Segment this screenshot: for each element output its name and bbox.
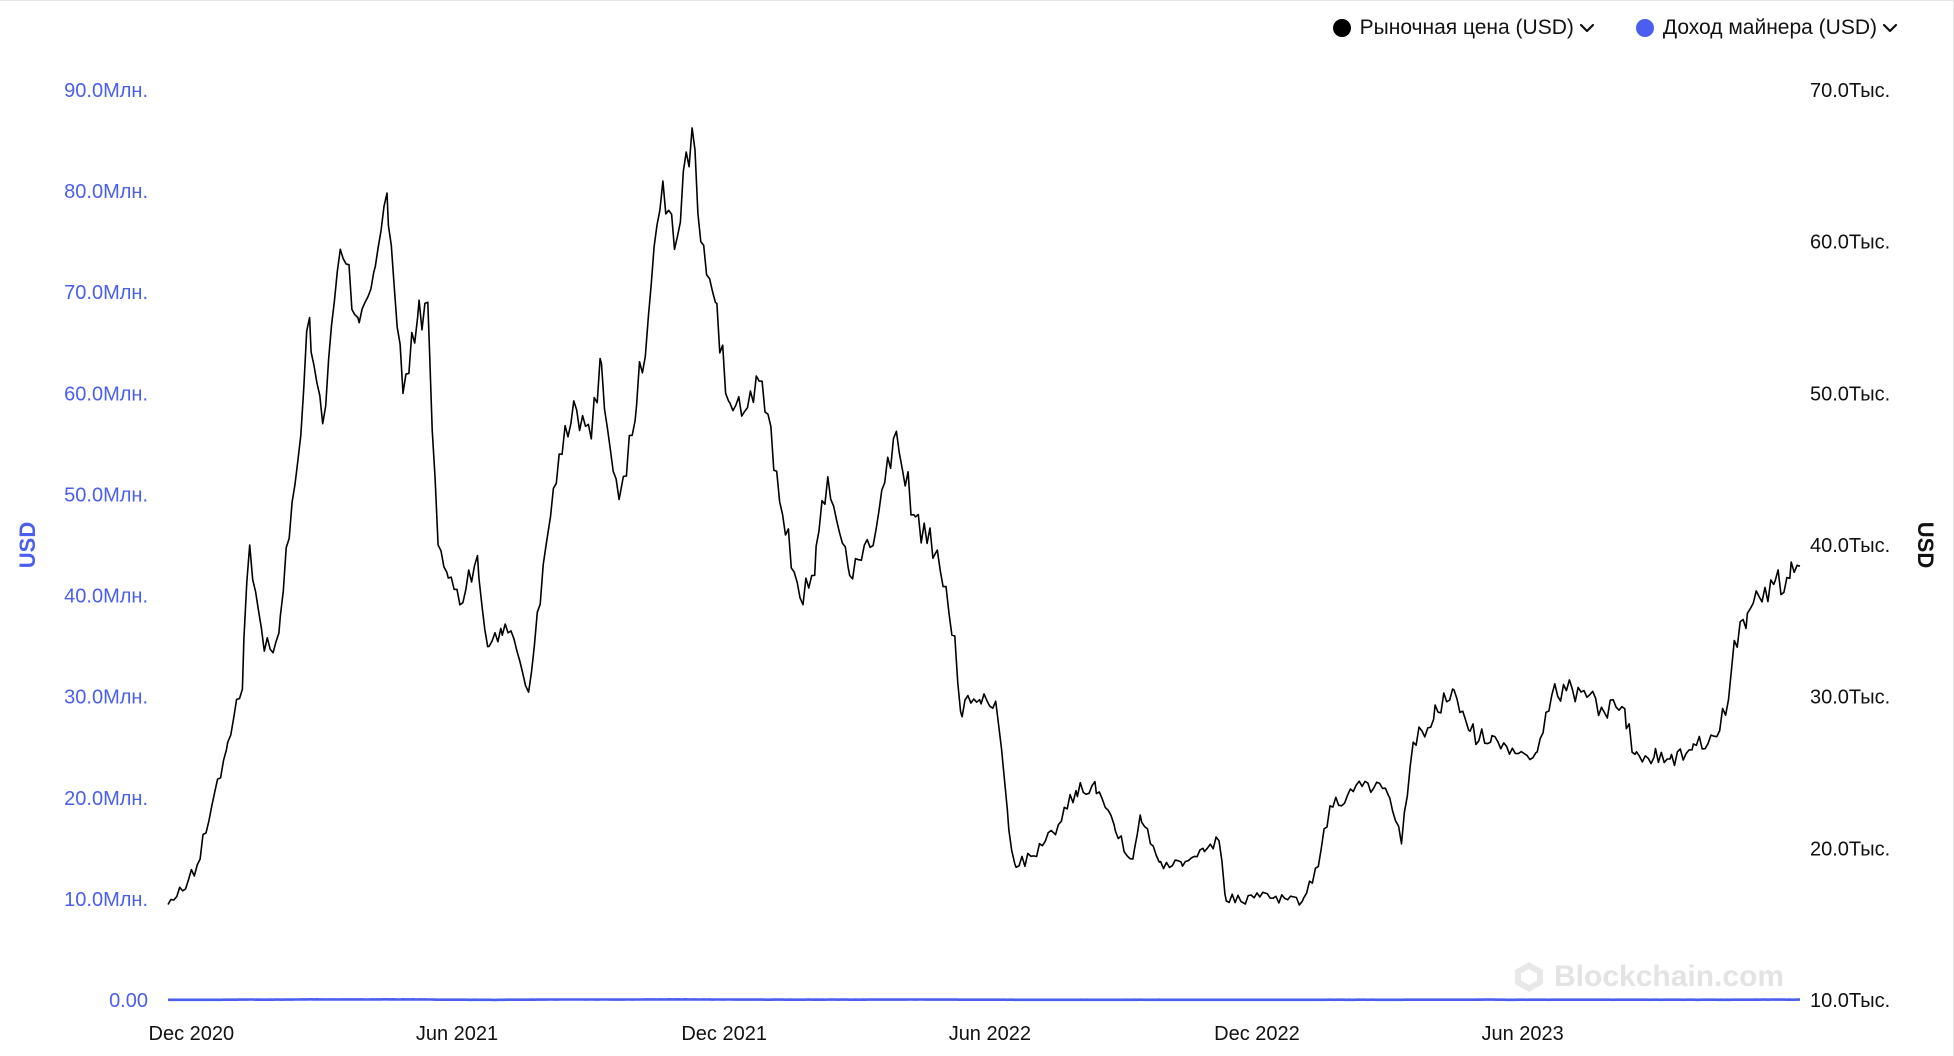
left-axis-tick-label: 70.0Млн.	[64, 282, 148, 304]
right-axis: 10.0Тыс. 20.0Тыс. 30.0Тыс. 40.0Тыс. 50.0Тыс.…	[1810, 80, 1890, 1012]
revenue-series-dot-icon	[1635, 19, 1654, 37]
legend-item-price[interactable]: Рыночная цена (USD)	[1332, 16, 1596, 40]
series-layer	[167, 127, 1801, 1002]
right-axis-tick-label: 30.0Тыс.	[1810, 687, 1890, 709]
x-axis-tick-label: Dec 2020	[149, 1023, 235, 1045]
left-axis-tick-label: 0.00	[109, 990, 148, 1012]
left-axis-tick-label: 20.0Млн.	[64, 788, 148, 810]
left-axis-tick-label: 80.0Млн.	[64, 181, 148, 203]
right-axis-tick-label: 10.0Тыс.	[1810, 990, 1890, 1012]
left-axis-tick-label: 50.0Млн.	[64, 484, 148, 506]
series-line-market-price	[167, 127, 1801, 906]
x-axis-tick-label: Jun 2021	[416, 1023, 498, 1045]
right-axis-title: USD	[1913, 522, 1938, 568]
watermark-text: Blockchain.com	[1554, 960, 1785, 993]
x-axis-tick-label: Dec 2022	[1214, 1023, 1300, 1045]
right-axis-tick-label: 50.0Тыс.	[1810, 383, 1890, 405]
x-axis-tick-label: Jun 2023	[1481, 1023, 1563, 1045]
legend-item-revenue[interactable]: Доход майнера (USD)	[1635, 16, 1899, 40]
left-axis-title: USD	[15, 522, 40, 568]
right-axis-tick-label: 20.0Тыс.	[1810, 838, 1890, 860]
right-axis-tick-label: 60.0Тыс.	[1810, 232, 1890, 254]
legend-revenue-label: Доход майнера (USD)	[1662, 16, 1877, 39]
left-axis-tick-label: 40.0Млн.	[64, 586, 148, 608]
x-axis-tick-label: Dec 2021	[681, 1023, 767, 1045]
blockchain-watermark: Blockchain.com	[1512, 960, 1784, 994]
x-axis: Dec 2020 Jun 2021 Dec 2021 Jun 2022 Dec 2022…	[149, 1023, 1564, 1045]
chevron-down-icon[interactable]	[1881, 21, 1899, 35]
legend-price-label: Рыночная цена (USD)	[1359, 16, 1574, 39]
right-axis-tick-label: 70.0Тыс.	[1810, 80, 1890, 102]
chevron-down-icon[interactable]	[1578, 21, 1596, 35]
x-axis-tick-label: Jun 2022	[949, 1023, 1031, 1045]
legend: Рыночная цена (USD) Доход майнера (USD)	[1332, 16, 1899, 40]
left-axis: 0.00 10.0Млн. 20.0Млн. 30.0Млн. 40.0Млн. 50.0…	[64, 80, 148, 1012]
left-axis-tick-label: 90.0Млн.	[64, 80, 148, 102]
left-axis-tick-label: 10.0Млн.	[64, 889, 148, 911]
price-series-dot-icon	[1332, 19, 1351, 37]
blockchain-logo-icon	[1515, 962, 1543, 992]
left-axis-tick-label: 60.0Млн.	[64, 383, 148, 405]
right-axis-tick-label: 40.0Тыс.	[1810, 535, 1890, 557]
series-line-miner-revenue	[168, 998, 1800, 1002]
left-axis-tick-label: 30.0Млн.	[64, 687, 148, 709]
